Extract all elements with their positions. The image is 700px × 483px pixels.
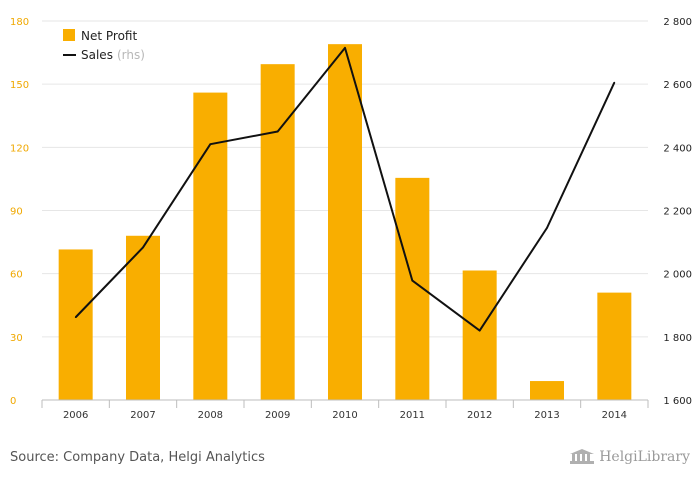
legend-sales-name: Sales — [81, 48, 113, 62]
sales-point-2008 — [209, 143, 212, 145]
right-tick-label: 2 000 — [663, 270, 692, 281]
bar-net-profit-2009 — [260, 64, 295, 401]
axes: 0 1 600 30 1 800 60 2 000 90 2 200 120 2 400 150 2 … — [10, 17, 692, 421]
bar-net-profit-2012 — [462, 270, 497, 400]
bar-net-profit-2010 — [328, 44, 362, 401]
legend-sales-rhs-note: (rhs) — [117, 48, 145, 62]
bar-net-profit-2013 — [530, 381, 564, 400]
left-tick-label: 90 — [10, 207, 23, 218]
source-note: Source: Company Data, Helgi Analytics — [10, 450, 265, 465]
legend-swatch-net-profit — [63, 29, 75, 41]
sales-point-2006 — [74, 316, 77, 319]
x-tick-label-2014: 2014 — [602, 410, 627, 421]
x-tick-label-2008: 2008 — [198, 410, 223, 421]
sales-line-group — [74, 46, 616, 332]
bar-net-profit-2014 — [597, 292, 632, 400]
right-tick-label: 2 800 — [663, 17, 692, 28]
sales-point-2011 — [411, 279, 414, 282]
right-tick-label: 1 600 — [663, 396, 692, 407]
legend-label-net-profit: Net Profit — [81, 29, 137, 43]
sales-point-2009 — [276, 130, 279, 133]
helgi-library-logo: HelgiLibrary — [569, 449, 690, 465]
left-tick-label: 150 — [10, 80, 29, 91]
logo-text: HelgiLibrary — [599, 449, 690, 465]
x-tick-label-2006: 2006 — [63, 410, 88, 421]
left-tick-label: 120 — [10, 143, 29, 154]
combo-chart: 0 1 600 30 1 800 60 2 000 90 2 200 120 2 400 150 2 … — [10, 17, 692, 421]
x-tick-label-2011: 2011 — [400, 410, 425, 421]
x-tick-label-2012: 2012 — [467, 410, 492, 421]
right-tick-label: 2 200 — [663, 207, 692, 218]
left-tick-label: 180 — [10, 17, 29, 28]
bar-net-profit-2008 — [193, 92, 228, 400]
library-building-icon — [570, 449, 595, 464]
left-tick-label: 30 — [10, 333, 23, 344]
sales-point-2012 — [478, 329, 481, 332]
x-tick-label-2013: 2013 — [534, 410, 559, 421]
x-tick-label-2010: 2010 — [332, 410, 357, 421]
net-profit-bars — [58, 44, 632, 401]
right-tick-label: 2 600 — [663, 80, 692, 91]
sales-point-2013 — [546, 227, 548, 229]
left-tick-label: 60 — [10, 270, 23, 281]
left-tick-label: 0 — [10, 396, 16, 407]
sales-point-2010 — [344, 47, 346, 49]
x-tick-label-2007: 2007 — [130, 410, 155, 421]
legend: Net Profit Sales (rhs) — [63, 29, 145, 62]
sales-point-2007 — [142, 246, 144, 249]
x-tick-label-2009: 2009 — [265, 410, 290, 421]
right-tick-label: 2 400 — [663, 143, 692, 154]
sales-point-2014 — [613, 81, 616, 84]
bar-net-profit-2007 — [126, 235, 160, 400]
right-tick-label: 1 800 — [663, 333, 692, 344]
bar-net-profit-2006 — [58, 249, 93, 400]
legend-label-sales: Sales (rhs) — [81, 48, 145, 62]
